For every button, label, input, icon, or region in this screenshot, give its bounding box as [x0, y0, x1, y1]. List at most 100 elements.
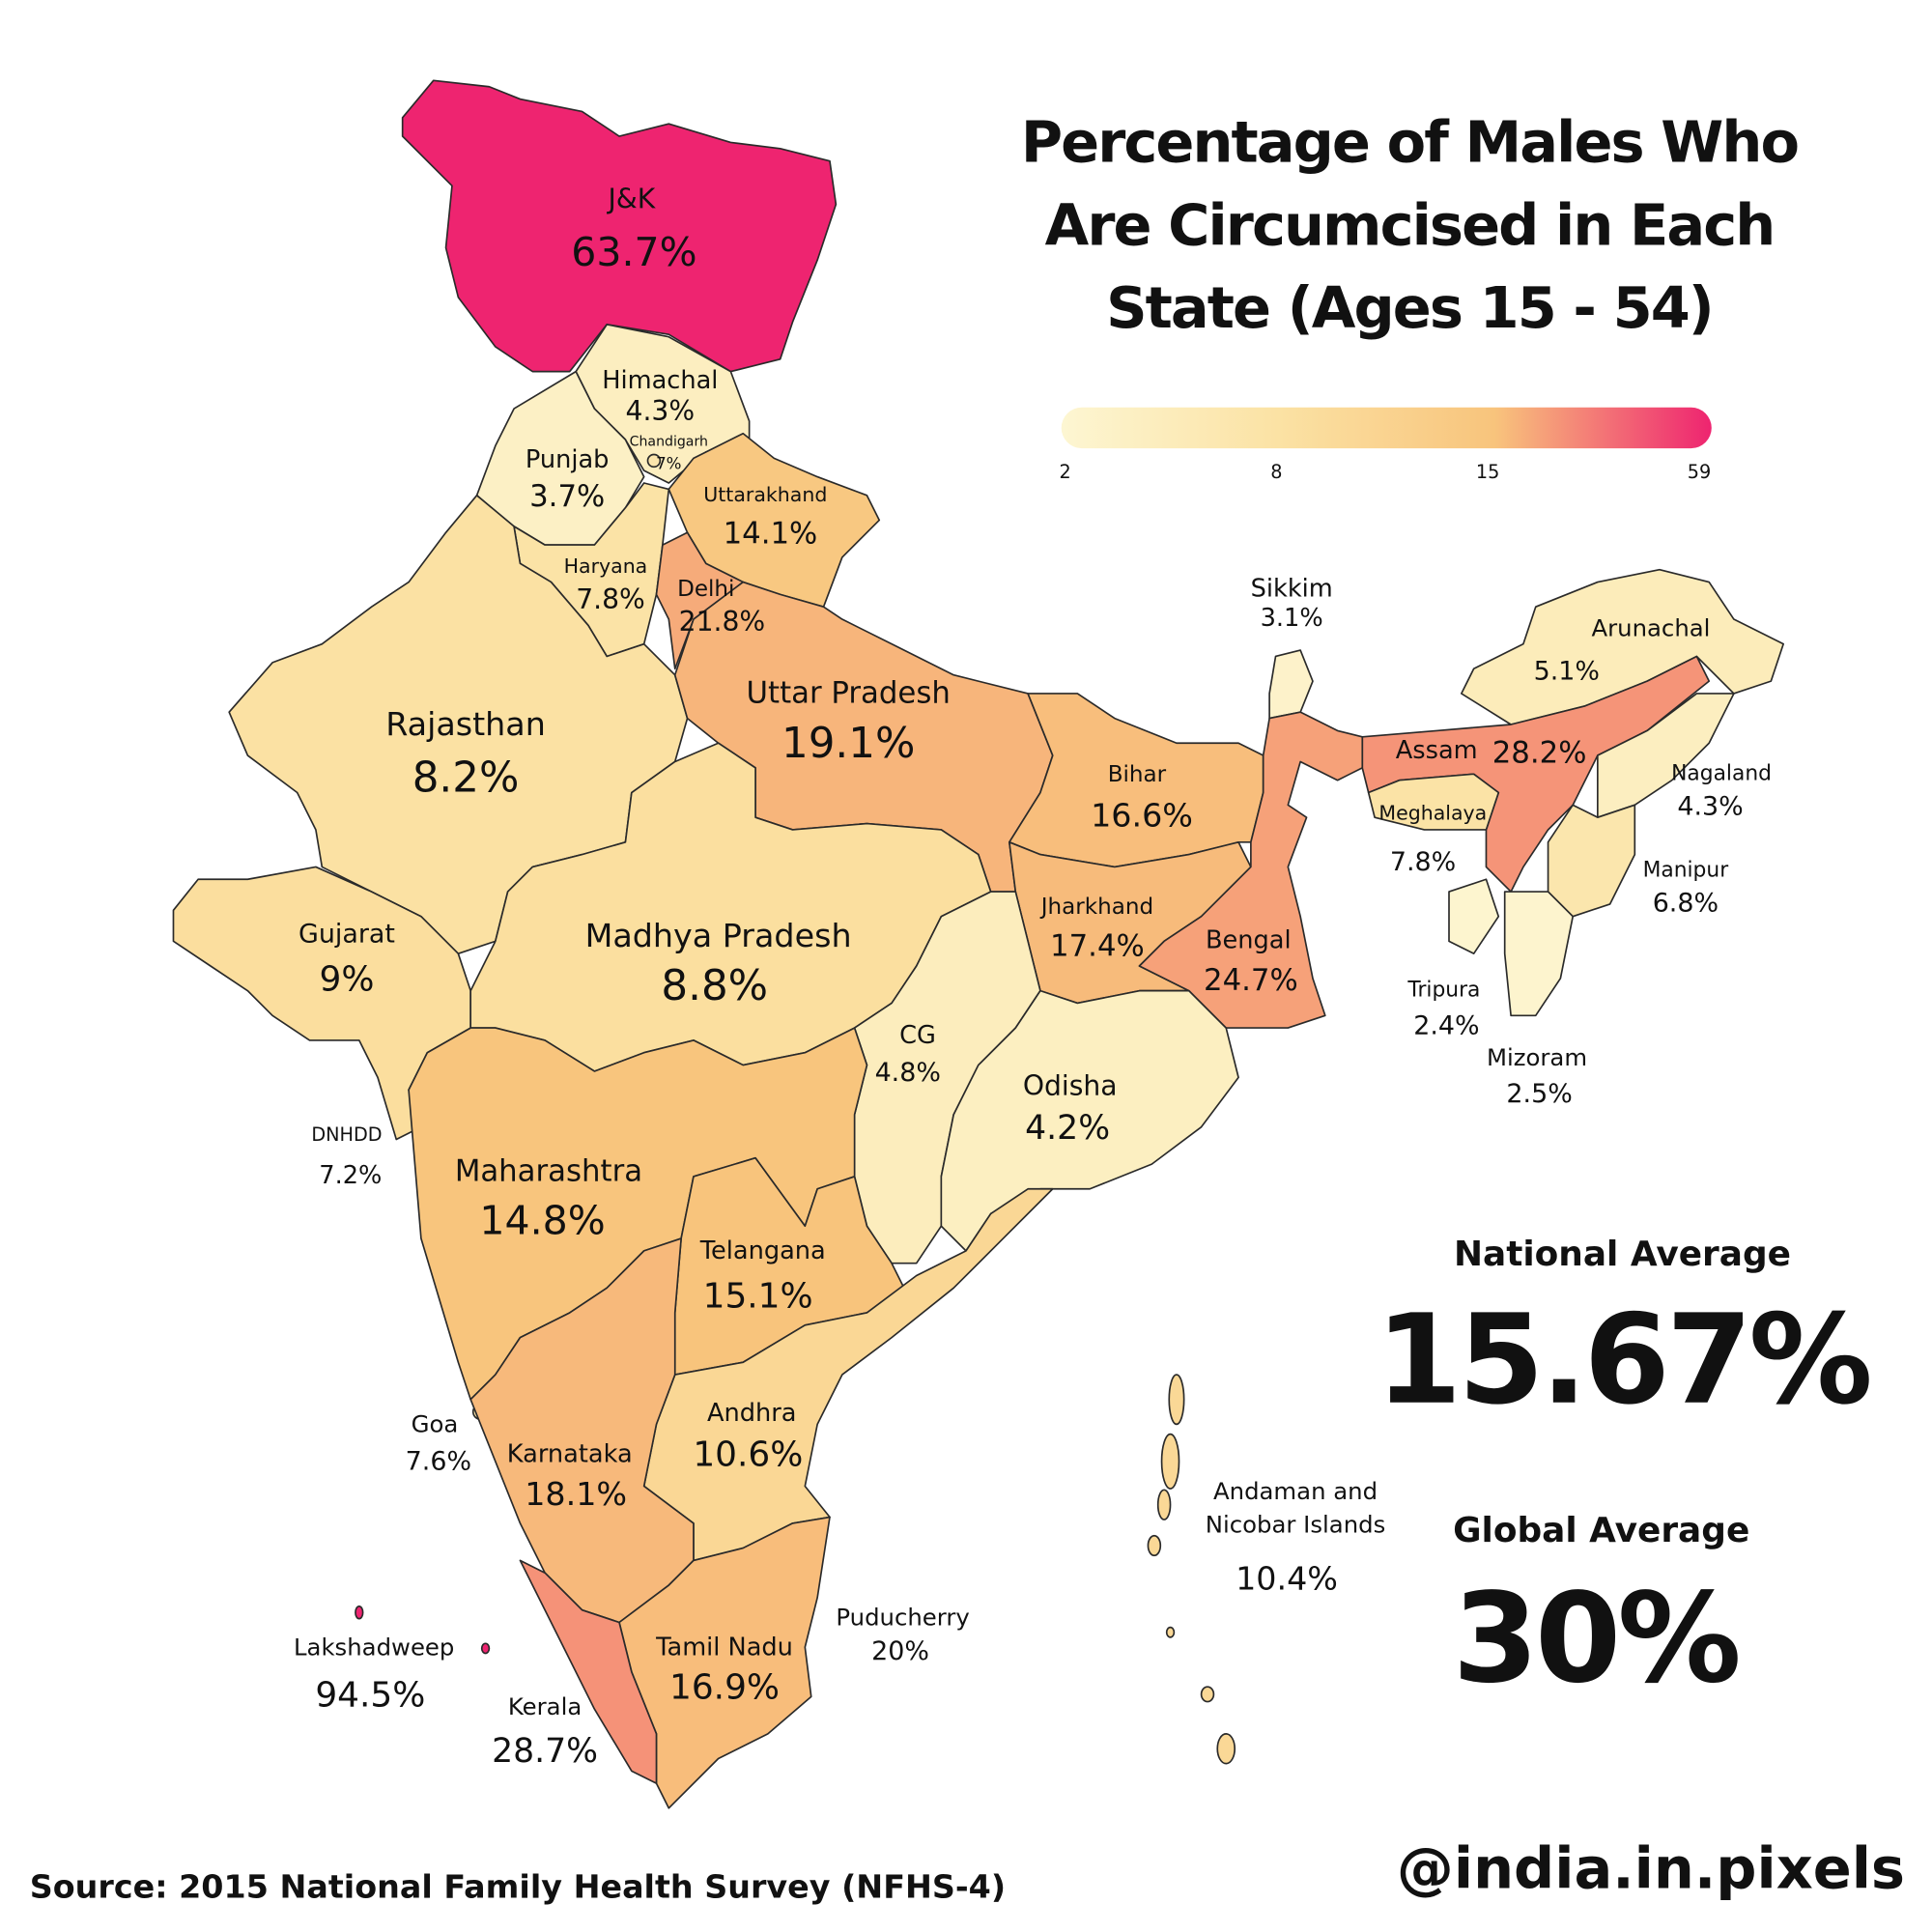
state-value: 24.7% [1204, 963, 1298, 998]
state [1597, 693, 1735, 818]
state-name: Maharashtra [455, 1154, 642, 1189]
state-value: 5.1% [1534, 657, 1600, 687]
state-name: Andaman and [1213, 1477, 1378, 1505]
state-value: 94.5% [315, 1675, 425, 1715]
state-name: Nicobar Islands [1206, 1510, 1385, 1538]
state-value: 14.8% [479, 1198, 605, 1244]
state-name: Mizoram [1487, 1043, 1587, 1071]
island [355, 1605, 364, 1620]
state-name: Goa [412, 1410, 459, 1438]
legend-tick-label: 59 [1688, 461, 1711, 483]
state-value: 7.8% [576, 583, 645, 615]
state-value: 16.6% [1091, 797, 1193, 835]
state-value: 2.5% [1506, 1079, 1572, 1109]
title-line: State (Ages 15 - 54) [1106, 274, 1713, 341]
state-name: Delhi [677, 577, 734, 602]
state-value: 17.4% [1050, 928, 1145, 963]
state-value: 63.7% [571, 229, 696, 275]
island [1165, 1626, 1176, 1638]
state-value: 4.8% [875, 1058, 941, 1088]
state-name: Uttarakhand [703, 483, 827, 506]
legend-tick-label: 15 [1476, 461, 1499, 483]
state-value: 3.7% [529, 479, 605, 514]
island [480, 1642, 491, 1655]
state [1547, 804, 1636, 918]
state-name: Punjab [526, 445, 610, 474]
island [1156, 1489, 1172, 1520]
state [646, 453, 662, 469]
state-name: Bengal [1206, 925, 1292, 954]
state [519, 1559, 658, 1784]
state-name: Lakshadweep [294, 1633, 454, 1661]
states [172, 79, 1784, 1809]
state-value: 7.2% [319, 1161, 382, 1190]
state-value: 4.2% [1025, 1109, 1110, 1148]
state-name: Nagaland [1671, 761, 1772, 785]
credit: @india.in.pixels [1397, 1835, 1905, 1902]
state-value: 20% [871, 1636, 929, 1666]
state-value: 9% [320, 959, 375, 999]
state-value: 8.2% [412, 754, 520, 803]
state-name: Uttar Pradesh [747, 676, 951, 711]
legend-ticks: 2 8 15 59 [1059, 461, 1711, 483]
state-value: 18.1% [525, 1475, 627, 1513]
state-name: Tripura [1406, 979, 1480, 1003]
state-value: 6.8% [1653, 888, 1719, 918]
state [1503, 891, 1575, 1017]
state-name: Arunachal [1592, 613, 1711, 641]
island [1147, 1534, 1162, 1557]
state-name: CG [899, 1021, 936, 1050]
state-name: Assam [1396, 736, 1478, 765]
state-value: 3.1% [1261, 604, 1323, 633]
state-value: 7.8% [1390, 847, 1456, 877]
island [1216, 1733, 1236, 1765]
state-value: 15.1% [703, 1277, 813, 1317]
state-value: 10.4% [1236, 1559, 1338, 1597]
state-value: 7% [656, 454, 681, 472]
state-name: Rajasthan [385, 705, 546, 743]
state-name: Andhra [707, 1399, 797, 1428]
state-name: Himachal [602, 366, 718, 395]
title-line: Percentage of Males Who [1021, 108, 1798, 175]
title-line: Are Circumcised in Each [1045, 191, 1775, 258]
national-average-label: National Average [1454, 1235, 1791, 1274]
state-value: 10.6% [693, 1435, 803, 1475]
island [1160, 1433, 1180, 1490]
state-name: Bihar [1108, 762, 1167, 787]
state-value: 4.3% [626, 395, 696, 427]
state-name: Karnataka [507, 1439, 633, 1468]
island [1200, 1686, 1215, 1703]
state [940, 989, 1239, 1252]
state-name: Tamil Nadu [655, 1633, 793, 1662]
state-name: J&K [606, 184, 656, 215]
state [401, 79, 838, 373]
state-name: Madhya Pradesh [585, 917, 852, 954]
state-value: 21.8% [679, 606, 766, 638]
state [1448, 878, 1500, 955]
legend-bar [1061, 407, 1712, 449]
legend-tick-label: 8 [1270, 461, 1282, 483]
national-average-value: 15.67% [1376, 1289, 1869, 1433]
state-value: 14.1% [724, 516, 818, 551]
state-name: Meghalaya [1378, 801, 1487, 824]
state-value: 2.4% [1413, 1010, 1479, 1040]
state-value: 4.3% [1677, 791, 1743, 821]
state-name: Haryana [564, 554, 648, 578]
state-name: Jharkhand [1039, 895, 1153, 920]
island [1168, 1374, 1185, 1426]
state-name: Sikkim [1251, 574, 1333, 603]
legend-tick-label: 2 [1059, 461, 1070, 483]
state-name: Manipur [1643, 858, 1729, 882]
global-average-value: 30% [1453, 1567, 1739, 1711]
state-value: 28.7% [492, 1732, 598, 1771]
state-name: Chandigarh [630, 435, 708, 450]
state-name: Odisha [1023, 1070, 1118, 1102]
state-value: 7.6% [406, 1447, 471, 1477]
state [1138, 711, 1364, 1029]
state-name: Telangana [699, 1236, 826, 1265]
state-name: Gujarat [298, 919, 395, 949]
title: Percentage of Males Who Are Circumcised … [1021, 108, 1800, 341]
state-value: 19.1% [781, 720, 915, 768]
